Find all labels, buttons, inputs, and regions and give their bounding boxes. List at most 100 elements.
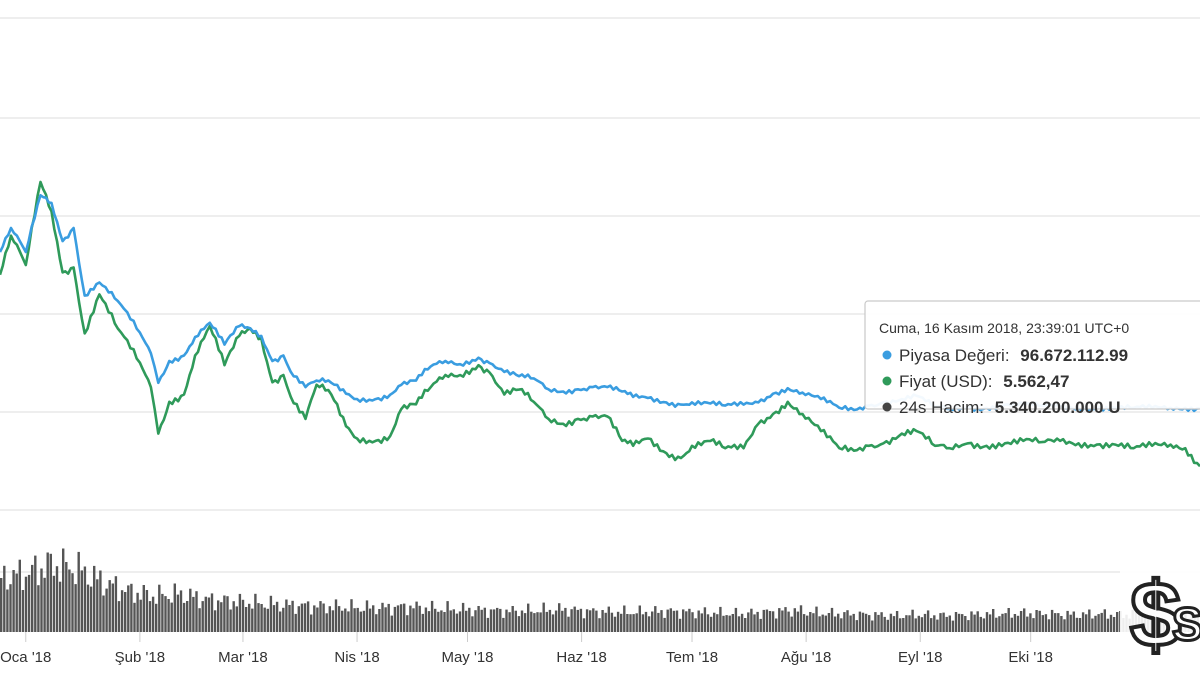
volume-bar	[1097, 614, 1100, 632]
volume-bar	[939, 613, 942, 632]
volume-bar	[1112, 617, 1116, 632]
volume-bar	[793, 608, 796, 632]
volume-bar	[669, 608, 672, 632]
svg-text:Fiyat (USD): 5.562,47: Fiyat (USD): 5.562,47	[899, 372, 1069, 391]
volume-bar	[31, 564, 34, 632]
volume-bar	[592, 608, 595, 632]
volume-bar	[455, 613, 459, 632]
volume-bar	[120, 590, 124, 632]
volume-bar	[796, 611, 800, 632]
volume-bar	[291, 600, 294, 632]
volume-bar	[644, 611, 648, 632]
volume-bar	[827, 613, 831, 632]
volume-bar	[961, 614, 964, 632]
volume-bar	[868, 615, 871, 632]
volume-bar	[21, 590, 25, 632]
volume-bar	[976, 611, 979, 632]
volume-bar	[396, 605, 400, 632]
volume-bar	[530, 611, 533, 632]
volume-bar	[790, 616, 793, 632]
volume-bar	[390, 615, 393, 632]
volume-bar	[415, 601, 418, 632]
volume-bar	[1016, 615, 1020, 632]
volume-bar	[620, 613, 623, 632]
volume-bar	[303, 603, 307, 632]
volume-bar	[381, 602, 384, 632]
volume-bar	[1050, 609, 1054, 632]
volume-bar	[337, 606, 341, 632]
volume-bar	[942, 612, 945, 632]
x-axis-ticks: Oca '18 Şub '18 Mar '18 Nis '18 May '18 Haz '…	[0, 632, 1053, 666]
volume-bar	[40, 568, 43, 632]
volume-bar	[505, 609, 508, 632]
volume-bar	[728, 615, 731, 632]
volume-bar	[427, 611, 431, 632]
volume-bar	[89, 586, 93, 632]
volume-bar	[740, 613, 744, 632]
volume-bar	[995, 617, 998, 632]
volume-bar	[713, 612, 716, 632]
volume-bar	[421, 613, 424, 632]
volume-bar	[362, 610, 366, 632]
volume-bar	[313, 605, 316, 632]
volume-bar	[830, 607, 834, 632]
tooltip-marker-price	[882, 376, 892, 386]
volume-bar	[328, 606, 331, 632]
x-tick-label: May '18	[441, 649, 493, 666]
volume-bar	[3, 565, 6, 632]
volume-bar	[750, 608, 753, 632]
volume-bar	[217, 600, 220, 632]
volume-bar	[1007, 608, 1010, 632]
volume-bar	[691, 612, 694, 632]
volume-bar	[982, 618, 986, 632]
volume-bar	[861, 612, 865, 632]
volume-bar	[582, 618, 586, 632]
volume-bar	[880, 612, 883, 632]
volume-bar	[461, 602, 465, 632]
volume-bar	[1081, 612, 1085, 632]
volume-bar	[576, 609, 579, 632]
volume-bar	[948, 615, 951, 632]
tooltip-label-market-cap: Piyasa Değeri:	[899, 346, 1010, 365]
volume-bar	[744, 618, 747, 632]
volume-bar	[297, 606, 300, 632]
volume-bar	[37, 585, 40, 632]
volume-bar	[1035, 610, 1038, 632]
volume-bar	[248, 603, 251, 632]
volume-bar	[542, 602, 545, 632]
volume-bar	[871, 620, 874, 632]
volume-bar	[418, 605, 421, 632]
volume-bar	[285, 599, 288, 632]
volume-bar	[635, 613, 638, 632]
volume-bar	[554, 610, 558, 632]
volume-bar	[651, 611, 654, 632]
volume-bar	[781, 610, 784, 632]
volume-bar	[353, 608, 356, 632]
volume-bar	[136, 592, 139, 632]
tooltip-marker-volume	[882, 402, 892, 412]
volume-bar	[325, 613, 328, 632]
volume-bar	[734, 607, 738, 632]
volume-bar	[254, 593, 257, 632]
volume-bar	[375, 614, 378, 632]
volume-bar	[520, 610, 524, 632]
volume-bar	[846, 610, 849, 632]
volume-bar	[647, 616, 651, 632]
volume-bar	[988, 614, 992, 632]
volume-bar	[787, 611, 790, 632]
tooltip-label-price: Fiyat (USD):	[899, 372, 993, 391]
volume-bar	[452, 609, 455, 632]
volume-bar	[954, 612, 958, 632]
volume-bar	[629, 614, 632, 632]
volume-bar	[523, 613, 527, 632]
volume-bar	[105, 588, 108, 632]
volume-bar	[409, 605, 412, 632]
volume-bar	[1103, 609, 1106, 632]
volume-bar	[973, 614, 976, 632]
volume-bar	[275, 601, 279, 632]
volume-bar	[889, 613, 893, 632]
volume-bar	[775, 618, 778, 632]
volume-bar	[589, 610, 592, 632]
volume-bar	[864, 613, 868, 632]
